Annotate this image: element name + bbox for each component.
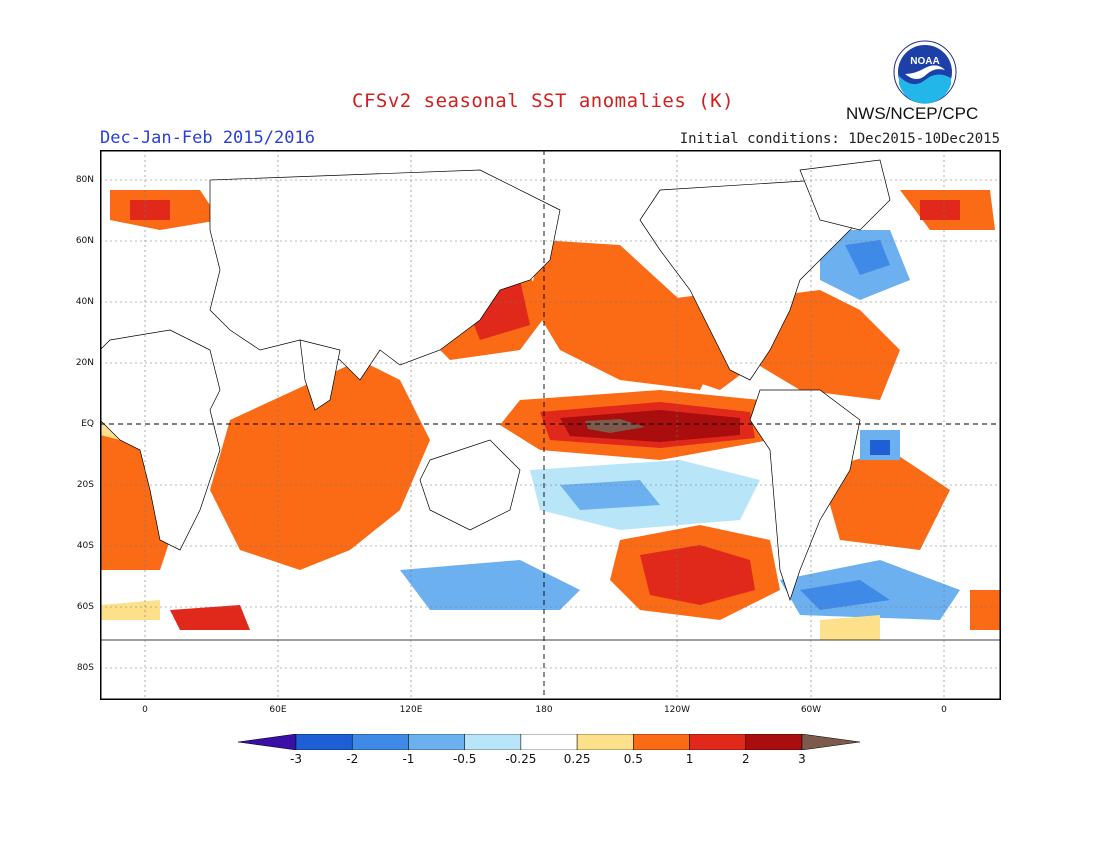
colorbar-segment [295,734,353,750]
colorbar-tick-label: -3 [290,752,302,766]
graticule [100,150,1001,700]
lon-label: 120E [399,705,423,715]
colorbar-segment [464,734,522,750]
agency-label: NWS/NCEP/CPC [846,104,979,123]
colorbar-tick-label: 0.5 [623,752,643,766]
colorbar-segment [408,734,465,750]
lon-label: 0 [142,705,148,715]
lon-label: 120W [663,705,691,715]
lat-label: EQ [81,419,94,429]
lat-label: 80N [75,175,94,185]
lat-label: 60N [75,236,94,246]
colorbar-segment [745,734,803,750]
colorbar-tick-label: 0.25 [563,752,591,766]
lon-label: 60W [800,705,822,715]
lat-label: 20S [76,480,94,490]
map-canvas [100,150,1001,700]
colorbar-tick-label: -0.5 [452,752,477,766]
colorbar-tick-label: -2 [346,752,359,766]
continent-outlines [100,159,1001,700]
map-frame [100,150,1001,700]
lat-label: 40N [75,297,94,307]
chart-title: CFSv2 seasonal SST anomalies (K) [352,90,735,112]
colorbar-tick-label: -0.25 [505,752,537,766]
colorbar-segment [520,734,578,750]
colorbar [238,734,860,750]
colorbar-segment [689,734,747,750]
lat-label: 20N [75,358,94,368]
colorbar-tick-label: -1 [402,752,415,766]
colorbar-segment [576,734,634,750]
colorbar-tick-label: 1 [685,752,694,766]
colorbar-tick-label: 3 [798,752,806,766]
season-label: Dec-Jan-Feb 2015/2016 [100,128,315,148]
colorbar-tick-label: 2 [741,752,750,766]
colorbar-arrow-high [801,734,860,750]
colorbar-arrow-low [238,734,297,750]
sst-anomaly-map [100,150,1001,700]
lon-label: 0 [941,705,947,715]
noaa-logo: NOAA [893,40,957,104]
initial-conditions-label: Initial conditions: 1Dec2015-10Dec2015 [679,131,1000,147]
lat-label: 60S [76,602,94,612]
colorbar-segment [633,734,690,750]
lon-label: 180 [535,705,553,715]
equator-and-dateline [100,150,1001,700]
colorbar-segment [351,734,409,750]
lon-label: 60E [269,705,287,715]
lat-label: 80S [76,663,94,673]
lat-label: 40S [76,541,94,551]
logo-text: NOAA [910,56,939,67]
